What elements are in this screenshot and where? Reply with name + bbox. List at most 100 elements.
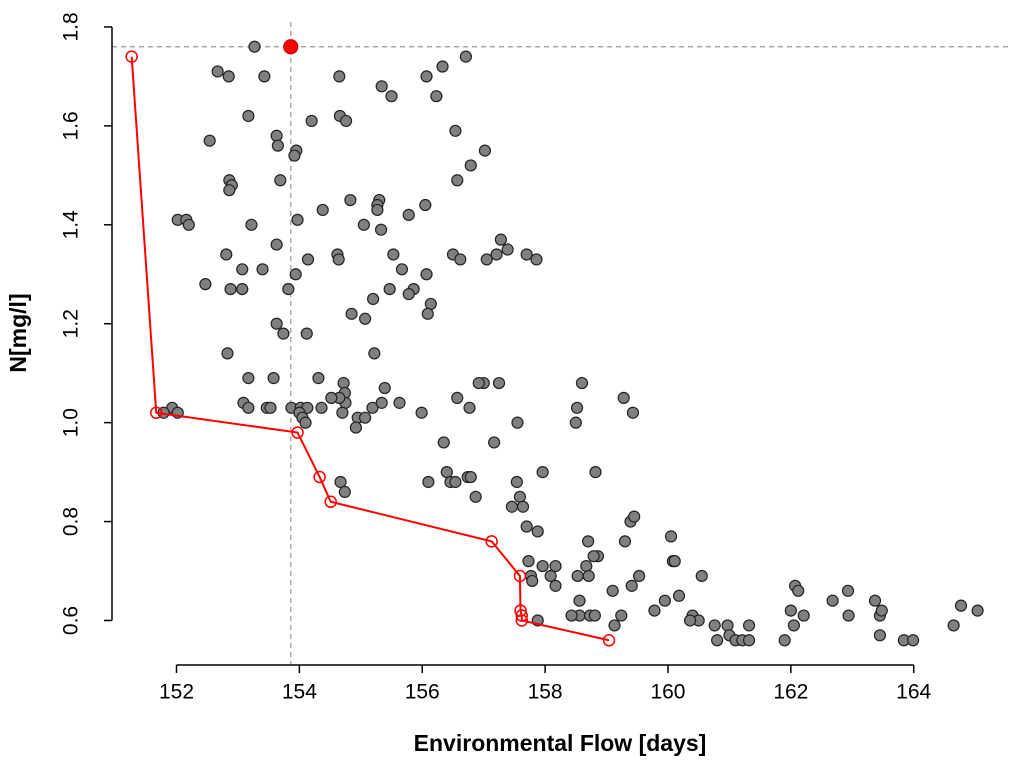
point [536,559,549,573]
point [393,396,406,409]
point [366,401,379,414]
point [520,520,533,533]
point [316,203,329,217]
point [395,263,409,276]
front-point [324,495,337,509]
point [375,396,388,409]
point [374,223,388,236]
x-axis-label: Environmental Flow [days] [414,730,707,756]
point [203,134,216,147]
point [516,500,530,513]
point [721,619,734,632]
point [300,327,313,340]
point [288,149,301,162]
point [632,569,646,583]
point [270,317,283,330]
point [338,485,351,498]
point [787,619,801,632]
point [385,90,398,103]
point [954,599,968,612]
front-point [515,614,529,627]
point [580,559,593,573]
point [449,124,462,137]
point [589,466,602,479]
point [211,65,224,78]
point [492,376,506,390]
front-point [515,609,529,622]
point [784,604,797,617]
point [420,70,433,83]
point [344,193,357,207]
point [842,609,855,622]
point [478,144,492,157]
x-tick-label: 160 [650,681,685,704]
point [608,619,621,632]
point [299,416,312,429]
point [336,406,349,419]
point [510,475,523,489]
point [480,253,493,266]
point [792,584,805,597]
point [873,629,887,642]
point [270,238,283,251]
point [248,40,261,53]
point [463,401,476,414]
point [708,619,721,632]
x-tick-label: 162 [773,681,808,704]
point [312,372,325,385]
y-tick-label: 1.6 [60,111,83,140]
y-tick-label: 1.4 [60,210,83,240]
point [501,243,514,256]
point [402,287,415,301]
point [711,634,724,647]
point [947,619,960,632]
point [224,282,237,296]
point [451,174,464,187]
point [419,198,432,212]
point [617,391,630,405]
x-tick-label: 164 [896,681,931,704]
point [258,70,271,83]
point [221,347,234,360]
point [625,579,638,592]
y-tick-label: 1.2 [60,309,83,338]
point [325,391,338,405]
point [582,535,595,548]
point [459,50,472,63]
point [571,569,584,583]
point [242,109,255,123]
y-tick-label: 1.0 [60,408,83,437]
point [778,634,791,647]
point [565,609,578,622]
point [906,634,920,647]
point [742,619,756,632]
point [454,253,467,266]
point [315,401,328,414]
point [236,263,249,276]
point [544,569,557,583]
point [569,416,582,429]
point [371,203,384,217]
front-point [149,406,163,419]
point [695,569,708,583]
point [430,90,443,103]
point [375,80,388,93]
x-tick-label: 152 [159,681,194,704]
point [291,213,304,226]
point [415,406,428,419]
point [267,372,280,385]
point [378,381,391,395]
x-tick-label: 158 [528,681,563,704]
point [587,550,600,563]
point [511,416,524,429]
point [332,253,345,266]
point [464,470,477,484]
point [282,282,295,296]
point [359,411,372,424]
point [301,253,315,266]
point [618,535,632,548]
point [505,500,519,513]
point [573,594,586,607]
